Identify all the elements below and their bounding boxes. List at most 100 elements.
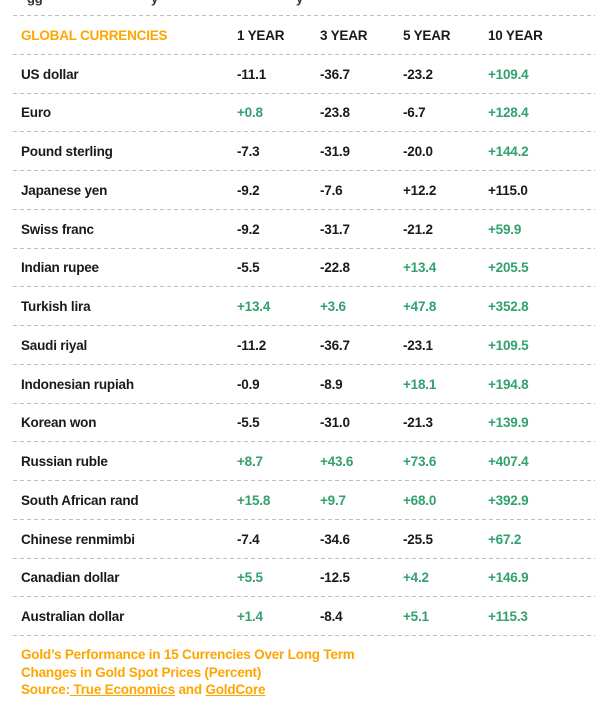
value-1-year: -9.2 [237,221,260,237]
value-1-year: -7.4 [237,531,260,547]
value-1-year: -7.3 [237,144,260,160]
cropped-text-line: gg y y [0,0,601,6]
table-row: US dollar -11.1 -36.7 -23.2 +109.4 [13,55,595,94]
value-3-year: -31.9 [320,144,350,160]
source-link[interactable]: True Economics [69,682,175,697]
value-5-year: +5.1 [403,609,429,625]
currency-name: Australian dollar [21,609,125,625]
value-3-year: +3.6 [320,299,346,315]
value-5-year: -6.7 [403,105,426,121]
value-1-year: +5.5 [237,570,263,586]
value-1-year: +8.7 [237,454,263,470]
currency-name: Japanese yen [21,182,108,198]
gold-currencies-table: GLOBAL CURRENCIES 1 YEAR 3 YEAR 5 YEAR 1… [13,15,595,636]
value-5-year: +68.0 [403,492,437,508]
value-3-year: -34.6 [320,531,350,547]
value-3-year: +9.7 [320,492,346,508]
value-10-year: +205.5 [488,260,529,276]
table-subtitle: Changes in Gold Spot Prices (Percent) [21,664,262,680]
value-3-year: -31.7 [320,221,350,237]
value-10-year: +352.8 [488,299,529,315]
currency-name: Chinese renmimbi [21,531,135,547]
currency-name: Indonesian rupiah [21,376,134,392]
value-10-year: +59.9 [488,221,522,237]
currency-name: Russian ruble [21,454,108,470]
value-5-year: +4.2 [403,570,429,586]
table-row: Korean won -5.5 -31.0 -21.3 +139.9 [13,404,595,443]
value-10-year: +109.5 [488,337,529,353]
table-row: Euro +0.8 -23.8 -6.7 +128.4 [13,94,595,133]
currency-name: Saudi riyal [21,337,88,353]
header-col-1-year: 1 YEAR [237,27,285,43]
value-10-year: +139.9 [488,415,529,431]
value-1-year: +15.8 [237,492,271,508]
value-1-year: -11.1 [237,66,267,82]
table-row: Swiss franc -9.2 -31.7 -21.2 +59.9 [13,210,595,249]
value-5-year: -25.5 [403,531,433,547]
table-row: Pound sterling -7.3 -31.9 -20.0 +144.2 [13,132,595,171]
value-5-year: +47.8 [403,299,437,315]
source-text: and [174,682,206,697]
currency-name: South African rand [21,492,139,508]
cropped-text-fragment: gg [27,0,43,6]
value-5-year: +73.6 [403,454,437,470]
currency-name: Pound sterling [21,144,113,160]
value-5-year: -21.3 [403,415,433,431]
value-10-year: +67.2 [488,531,522,547]
table-row: Canadian dollar +5.5 -12.5 +4.2 +146.9 [13,559,595,598]
table-caption: Gold’s Performance in 15 Currencies Over… [21,646,355,699]
table-row: Australian dollar +1.4 -8.4 +5.1 +115.3 [13,597,595,636]
value-1-year: -11.2 [237,337,267,353]
table-row: Russian ruble +8.7 +43.6 +73.6 +407.4 [13,442,595,481]
value-1-year: -9.2 [237,182,260,198]
source-line: Source: True Economics and GoldCore [21,681,355,699]
value-1-year: +13.4 [237,299,271,315]
value-3-year: +43.6 [320,454,354,470]
cropped-text-fragment: y [296,0,303,6]
value-3-year: -31.0 [320,415,350,431]
header-col-5-year: 5 YEAR [403,27,451,43]
header-col-10-year: 10 YEAR [488,27,543,43]
currency-name: Swiss franc [21,221,94,237]
value-3-year: -36.7 [320,66,350,82]
table-row: Saudi riyal -11.2 -36.7 -23.1 +109.5 [13,326,595,365]
table-row: South African rand +15.8 +9.7 +68.0 +392… [13,481,595,520]
table-row: Chinese renmimbi -7.4 -34.6 -25.5 +67.2 [13,520,595,559]
value-5-year: -23.1 [403,337,433,353]
value-10-year: +407.4 [488,454,529,470]
currency-name: Canadian dollar [21,570,120,586]
value-10-year: +146.9 [488,570,529,586]
value-5-year: +12.2 [403,182,437,198]
table-row: Turkish lira +13.4 +3.6 +47.8 +352.8 [13,287,595,326]
currency-name: Indian rupee [21,260,99,276]
source-link[interactable]: GoldCore [205,682,266,697]
table-row: Japanese yen -9.2 -7.6 +12.2 +115.0 [13,171,595,210]
header-global-currencies: GLOBAL CURRENCIES [21,27,168,43]
value-1-year: -0.9 [237,376,260,392]
value-5-year: +18.1 [403,376,437,392]
value-3-year: -7.6 [320,182,343,198]
table-header-row: GLOBAL CURRENCIES 1 YEAR 3 YEAR 5 YEAR 1… [13,16,595,55]
table-title: Gold’s Performance in 15 Currencies Over… [21,647,355,662]
value-3-year: -23.8 [320,105,350,121]
value-1-year: +0.8 [237,105,263,121]
value-1-year: +1.4 [237,609,263,625]
value-10-year: +128.4 [488,105,529,121]
value-1-year: -5.5 [237,415,260,431]
value-10-year: +392.9 [488,492,529,508]
value-10-year: +115.3 [488,609,528,625]
value-3-year: -8.4 [320,609,343,625]
header-col-3-year: 3 YEAR [320,27,368,43]
currency-name: US dollar [21,66,79,82]
value-3-year: -12.5 [320,570,350,586]
value-3-year: -8.9 [320,376,343,392]
value-5-year: -20.0 [403,144,433,160]
source-text: Source: [21,682,70,697]
value-10-year: +194.8 [488,376,529,392]
currency-name: Turkish lira [21,299,91,315]
value-3-year: -36.7 [320,337,350,353]
cropped-text-fragment: y [151,0,158,6]
value-3-year: -22.8 [320,260,350,276]
value-5-year: +13.4 [403,260,437,276]
value-10-year: +109.4 [488,66,529,82]
